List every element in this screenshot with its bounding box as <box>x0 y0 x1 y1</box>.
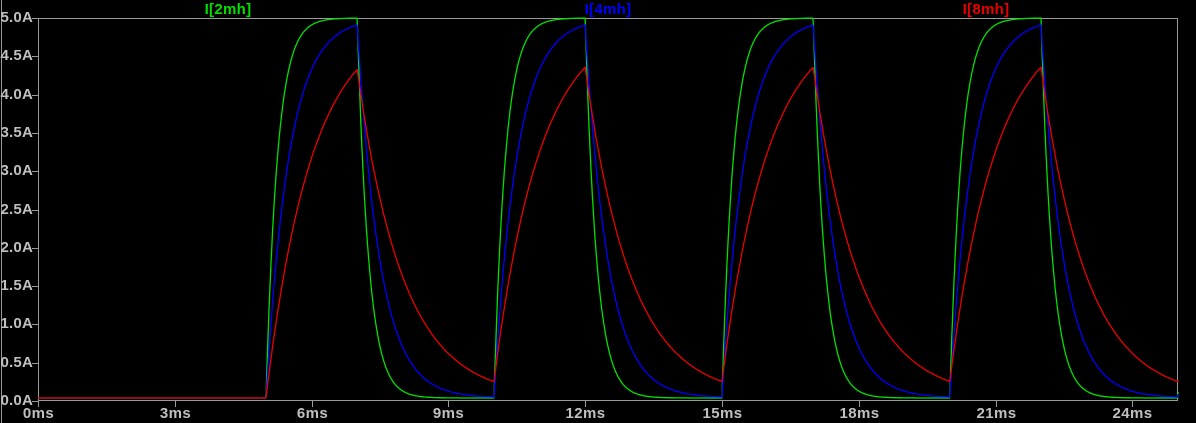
x-tick-label: 15ms <box>702 405 743 422</box>
trace-red <box>37 66 1179 399</box>
x-tick-label: 12ms <box>565 405 606 422</box>
y-tick-label: 0.5A <box>0 354 33 371</box>
y-tick-label: 2.5A <box>0 201 33 218</box>
y-tick-label: 4.0A <box>0 86 33 103</box>
trace-label-green[interactable]: I[2mh] <box>204 1 252 18</box>
trace-label-red[interactable]: I[8mh] <box>962 1 1010 18</box>
trace-label-blue[interactable]: I[4mh] <box>584 1 632 18</box>
x-tick-label: 0ms <box>22 405 55 422</box>
y-tick-label: 1.0A <box>0 315 33 332</box>
plot-border <box>38 18 1178 401</box>
y-tick-label: 2.0A <box>0 239 33 256</box>
x-tick-label: 9ms <box>432 405 465 422</box>
trace-green <box>37 17 1179 399</box>
trace-blue <box>37 24 1179 399</box>
x-tick-label: 21ms <box>976 405 1017 422</box>
x-tick-label: 24ms <box>1112 405 1153 422</box>
x-tick-label: 6ms <box>296 405 329 422</box>
y-tick-label: 4.5A <box>0 47 33 64</box>
pane-divider <box>1 0 2 423</box>
y-tick-label: 1.5A <box>0 277 33 294</box>
y-tick-label: 3.5A <box>0 124 33 141</box>
y-tick-label: 5.0A <box>0 9 33 26</box>
x-tick-label: 18ms <box>839 405 880 422</box>
x-tick-label: 3ms <box>159 405 192 422</box>
y-tick-label: 0.0A <box>0 392 33 409</box>
y-tick-label: 3.0A <box>0 162 33 179</box>
